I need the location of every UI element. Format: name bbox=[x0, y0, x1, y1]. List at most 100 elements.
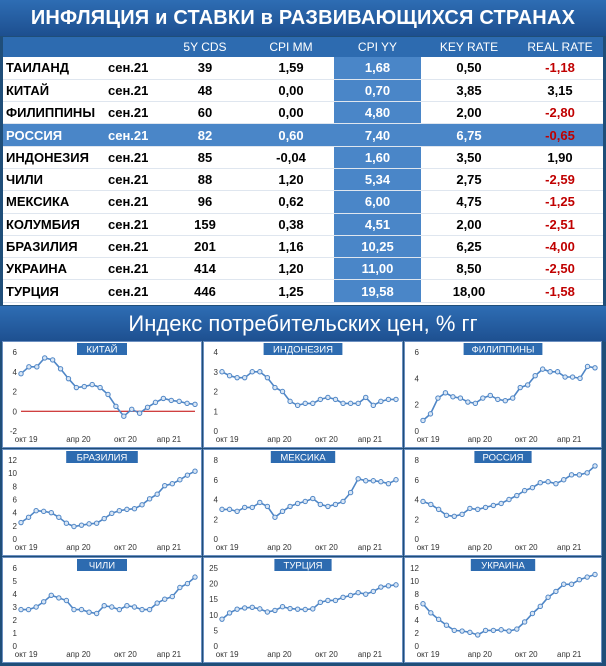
cell-date: сен.21 bbox=[100, 123, 162, 147]
table-row: РОССИЯ сен.21 82 0,60 7,40 6,75 -0,65 bbox=[3, 123, 603, 147]
data-point bbox=[568, 472, 575, 478]
data-point bbox=[451, 513, 457, 519]
y-tick-label: 10 bbox=[410, 577, 419, 586]
data-point bbox=[347, 400, 354, 407]
data-point bbox=[169, 481, 176, 487]
cell-date: сен.21 bbox=[100, 235, 162, 259]
table-row: МЕКСИКА сен.21 96 0,62 6,00 4,75 -1,25 bbox=[3, 190, 603, 214]
data-point bbox=[459, 628, 465, 634]
table-row: БРАЗИЛИЯ сен.21 201 1,16 10,25 6,25 -4,00 bbox=[3, 235, 603, 259]
cell-real-rate: -2,50 bbox=[517, 257, 603, 281]
col-header-cpi-mm: CPI MM bbox=[248, 37, 334, 57]
data-point bbox=[393, 582, 399, 588]
cell-key-rate: 8,50 bbox=[421, 257, 517, 281]
chart-title-bar bbox=[474, 451, 532, 463]
data-point bbox=[450, 394, 456, 400]
x-tick-label: окт 20 bbox=[515, 543, 538, 552]
y-tick-label: 5 bbox=[13, 577, 18, 586]
data-point bbox=[487, 392, 494, 399]
data-point bbox=[529, 610, 536, 617]
cell-key-rate: 4,75 bbox=[421, 190, 517, 214]
data-point bbox=[131, 506, 138, 512]
cell-key-rate: 3,85 bbox=[421, 79, 517, 103]
cell-cpi-mm: 0,60 bbox=[248, 123, 334, 147]
y-tick-label: 2 bbox=[214, 515, 219, 524]
data-point bbox=[272, 607, 278, 614]
table-row: КИТАЙ сен.21 48 0,00 0,70 3,85 3,15 bbox=[3, 79, 603, 103]
data-point bbox=[385, 396, 392, 403]
data-point bbox=[385, 481, 392, 487]
data-point bbox=[18, 519, 24, 526]
y-tick-label: 0 bbox=[214, 642, 219, 651]
y-tick-label: 6 bbox=[415, 603, 420, 612]
rates-table-container: 5Y CDS CPI MM CPI YY KEY RATE REAL RATE … bbox=[3, 37, 603, 305]
x-tick-label: апр 20 bbox=[468, 435, 493, 444]
cell-cds: 85 bbox=[162, 146, 248, 169]
data-point bbox=[325, 394, 331, 401]
x-tick-label: апр 21 bbox=[557, 543, 582, 552]
data-point bbox=[332, 501, 339, 508]
x-tick-label: окт 19 bbox=[417, 650, 440, 659]
x-tick-label: окт 19 bbox=[417, 543, 440, 552]
y-tick-label: 2 bbox=[13, 388, 18, 397]
cell-cds: 446 bbox=[162, 279, 248, 303]
cell-cpi-yy: 10,25 bbox=[334, 235, 421, 259]
y-tick-label: 5 bbox=[214, 626, 219, 635]
data-point bbox=[109, 510, 115, 517]
y-tick-label: 4 bbox=[13, 509, 18, 518]
data-point bbox=[378, 398, 384, 405]
table-row: ТУРЦИЯ сен.21 446 1,25 19,58 18,00 -1,58 bbox=[3, 279, 603, 303]
x-tick-label: окт 20 bbox=[114, 543, 137, 552]
cell-key-rate: 18,00 bbox=[421, 279, 517, 303]
table-row: ЧИЛИ сен.21 88 1,20 5,34 2,75 -2,59 bbox=[3, 168, 603, 192]
chart-title: РОССИЯ bbox=[483, 453, 524, 464]
data-point bbox=[18, 606, 24, 613]
y-tick-label: 4 bbox=[415, 496, 420, 505]
data-point bbox=[294, 500, 301, 507]
data-point bbox=[435, 616, 442, 623]
data-point bbox=[370, 402, 377, 409]
data-point bbox=[25, 514, 32, 520]
x-tick-label: апр 20 bbox=[267, 435, 292, 444]
table-row: ИНДОНЕЗИЯ сен.21 85 -0,04 1,60 3,50 1,90 bbox=[3, 146, 603, 169]
y-tick-label: 8 bbox=[415, 590, 420, 599]
data-point bbox=[576, 472, 583, 478]
col-header-date bbox=[100, 37, 162, 57]
x-tick-label: апр 21 bbox=[557, 435, 582, 444]
y-tick-label: 6 bbox=[214, 476, 219, 485]
data-point bbox=[340, 498, 346, 505]
data-point bbox=[234, 508, 240, 515]
cell-country: КОЛУМБИЯ bbox=[3, 213, 100, 236]
data-point bbox=[325, 597, 331, 604]
cell-country: РОССИЯ bbox=[3, 123, 100, 147]
data-point bbox=[510, 395, 516, 401]
data-point bbox=[249, 504, 255, 511]
data-point bbox=[124, 506, 130, 513]
cell-date: сен.21 bbox=[100, 101, 162, 125]
data-point bbox=[521, 619, 528, 625]
chart-panel: 0 2 4 6 8 окт 19 апр 20 окт 20 апр 21 РОССИЯ bbox=[404, 449, 602, 556]
data-point bbox=[154, 600, 160, 606]
data-point bbox=[457, 395, 464, 401]
page-title: ИНФЛЯЦИЯ и СТАВКИ в РАЗВИВАЮЩИХСЯ СТРАНА… bbox=[0, 0, 606, 36]
x-tick-label: окт 19 bbox=[417, 435, 440, 444]
y-tick-label: 2 bbox=[13, 616, 18, 625]
y-tick-label: 6 bbox=[13, 348, 18, 357]
cell-real-rate: -1,18 bbox=[517, 57, 603, 80]
cell-date: сен.21 bbox=[100, 79, 162, 103]
data-point bbox=[56, 514, 62, 520]
cell-real-rate: -1,58 bbox=[517, 279, 603, 303]
data-point bbox=[506, 628, 512, 634]
cell-date: сен.21 bbox=[100, 190, 162, 214]
cell-country: ТАИЛАНД bbox=[3, 57, 100, 80]
data-point bbox=[279, 603, 286, 610]
data-point bbox=[257, 606, 263, 612]
chart-title: ФИЛИППИНЫ bbox=[472, 345, 535, 356]
y-tick-label: 12 bbox=[410, 564, 419, 573]
y-tick-label: 2 bbox=[415, 629, 420, 638]
data-point bbox=[472, 400, 479, 407]
chart-title-bar bbox=[77, 559, 127, 571]
cell-cds: 88 bbox=[162, 168, 248, 192]
col-header-cds: 5Y CDS bbox=[162, 37, 248, 57]
x-tick-label: окт 19 bbox=[216, 650, 239, 659]
